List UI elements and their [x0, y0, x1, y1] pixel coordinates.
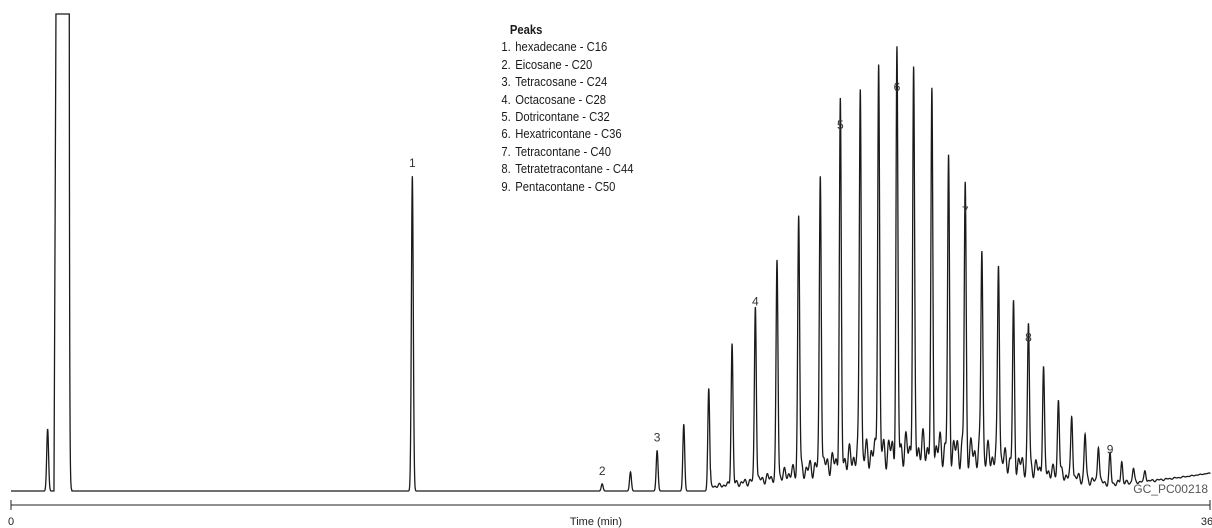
- legend-item-number: 3.: [501, 75, 511, 90]
- legend-item-label: Tetracontane - C40: [515, 144, 611, 159]
- peak-label: 8: [1025, 330, 1032, 344]
- legend-item-label: Tetracosane - C24: [515, 75, 608, 90]
- legend-item-label: Eicosane - C20: [515, 57, 593, 72]
- peak-label: 1: [409, 156, 416, 170]
- x-tick-label-end: 36: [1201, 516, 1212, 528]
- legend-item: 7. Tetracontane - C40: [500, 144, 633, 161]
- legend-item: 2. Eicosane - C20: [500, 57, 633, 74]
- legend-item-label: Hexatricontane - C36: [515, 127, 622, 142]
- legend-item-number: 8.: [501, 162, 511, 177]
- legend-item-number: 7.: [501, 144, 511, 159]
- peak-label: 3: [654, 430, 661, 444]
- legend-item-number: 9.: [501, 179, 511, 194]
- legend-item: 1. hexadecane - C16: [500, 39, 633, 56]
- legend-item: 4. Octacosane - C28: [500, 92, 633, 109]
- peak-label: 6: [894, 80, 901, 94]
- legend-item-label: Tetratetracontane - C44: [515, 162, 634, 177]
- legend-item-number: 5.: [501, 110, 511, 125]
- catalog-id: GC_PC00218: [1133, 482, 1208, 496]
- legend-item: 3. Tetracosane - C24: [500, 74, 633, 91]
- x-axis-label: Time (min): [570, 516, 622, 528]
- legend-items: 1. hexadecane - C16 2. Eicosane - C20 3. Tetr…: [500, 39, 633, 196]
- peak-labels: 1 2 3 4 5 6 7 8 9: [409, 80, 1114, 478]
- peak-label: 9: [1107, 442, 1114, 456]
- peak-label: 5: [837, 118, 844, 132]
- peaks-legend: Peaks 1. hexadecane - C16 2. Eicosane - C20…: [500, 22, 633, 196]
- legend-item: 5. Dotricontane - C32: [500, 109, 633, 126]
- chromatogram-trace-group: [11, 13, 1211, 492]
- legend-item-label: Dotricontane - C32: [515, 110, 610, 125]
- peak-label: 7: [962, 204, 969, 218]
- legend-item-label: hexadecane - C16: [515, 40, 608, 55]
- chromatogram-trace: [11, 13, 1211, 492]
- legend-item: 8. Tetratetracontane - C44: [500, 161, 633, 178]
- legend-title: Peaks: [509, 23, 543, 37]
- legend-item-number: 2.: [501, 57, 511, 72]
- x-tick-label-start: 0: [8, 516, 14, 528]
- legend-item-label: Octacosane - C28: [515, 92, 606, 107]
- legend-item-number: 1.: [501, 40, 511, 55]
- legend-item: 6. Hexatricontane - C36: [500, 126, 633, 143]
- legend-item-number: 6.: [501, 127, 511, 142]
- legend-item-number: 4.: [501, 92, 511, 107]
- peak-label: 2: [599, 464, 606, 478]
- legend-item-label: Pentacontane - C50: [515, 179, 616, 194]
- legend-item: 9. Pentacontane - C50: [500, 179, 633, 196]
- peak-label: 4: [752, 295, 759, 309]
